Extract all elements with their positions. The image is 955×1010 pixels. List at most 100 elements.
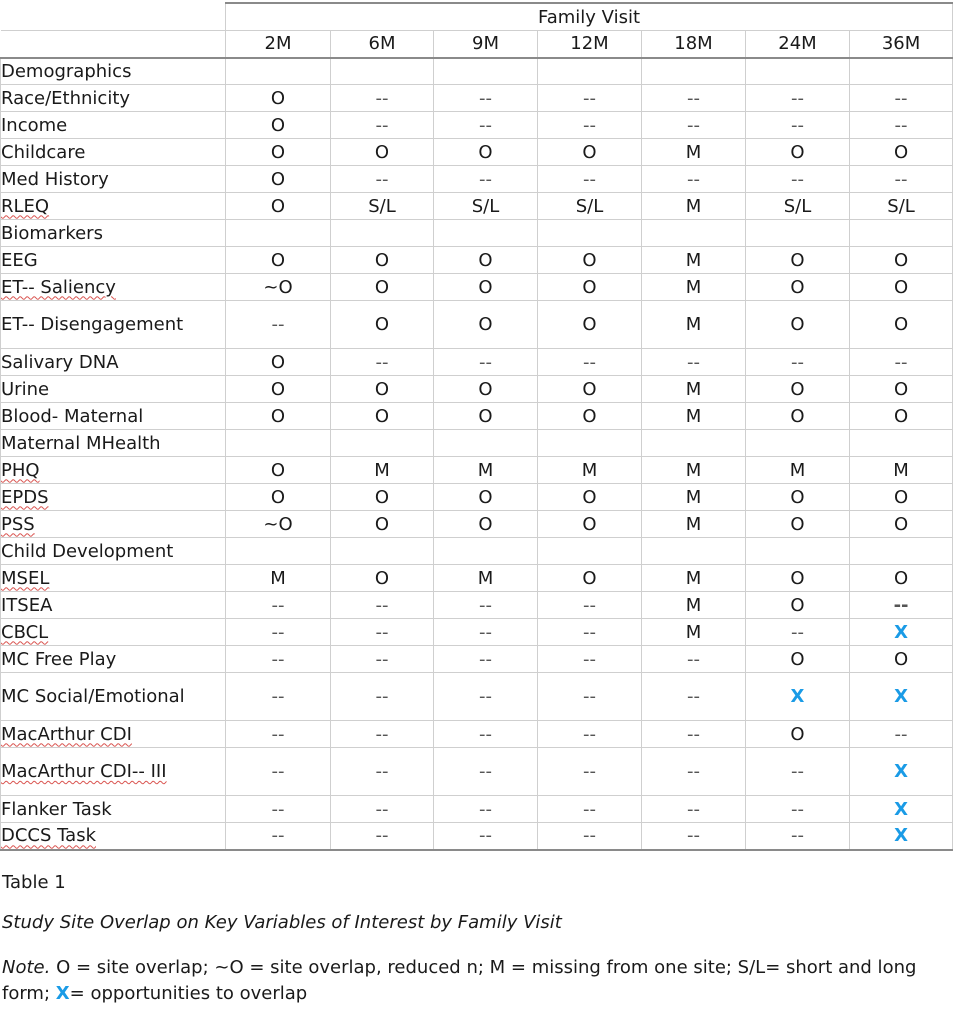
- table-cell: O: [330, 402, 434, 430]
- table-cell: --: [225, 645, 331, 673]
- table-cell: M: [641, 246, 746, 274]
- table-cell: M: [433, 456, 538, 484]
- variable-label: MC Free Play: [0, 645, 226, 673]
- table-cell: O: [225, 348, 331, 376]
- table-cell: O: [848, 138, 954, 166]
- table-cell: --: [433, 822, 538, 851]
- section-row: Maternal MHealth: [0, 429, 954, 457]
- table-cell: M: [641, 192, 746, 220]
- variable-label: ITSEA: [0, 591, 226, 619]
- table-cell: --: [330, 795, 434, 823]
- table-cell: --: [641, 165, 746, 193]
- table-cell: O: [330, 564, 434, 592]
- table-cell: O: [330, 300, 434, 349]
- table-cell: O: [848, 510, 954, 538]
- empty-cell: [745, 219, 850, 247]
- table-cell: --: [537, 720, 642, 748]
- table-cell: --: [537, 645, 642, 673]
- variable-label: Income: [0, 111, 226, 139]
- section-title: Child Development: [0, 537, 226, 565]
- table-cell: O: [330, 246, 434, 274]
- visit-header: 24M: [745, 30, 850, 59]
- table-cell: --: [433, 591, 538, 619]
- table-row: ET-- Saliency ~O O O O M O O: [0, 273, 954, 301]
- table-cell: --: [641, 348, 746, 376]
- table-cell: M: [641, 375, 746, 403]
- table-cell: O: [225, 111, 331, 139]
- empty-cell: [433, 57, 538, 85]
- table-cell: --: [433, 348, 538, 376]
- table-cell: --: [641, 795, 746, 823]
- table-cell: --: [745, 795, 850, 823]
- variable-label-text: ET-- Saliency: [1, 276, 116, 298]
- table-row: Income O -- -- -- -- -- --: [0, 111, 954, 139]
- table-cell: --: [537, 618, 642, 646]
- table-number: Table 1: [2, 872, 66, 893]
- table-cell: O: [848, 402, 954, 430]
- table-cell: --: [745, 618, 850, 646]
- empty-cell: [225, 219, 331, 247]
- table-cell: O: [330, 138, 434, 166]
- table-cell: O: [330, 510, 434, 538]
- empty-cell: [537, 537, 642, 565]
- table-cell: --: [537, 165, 642, 193]
- table-cell: M: [848, 456, 954, 484]
- table-cell: --: [433, 165, 538, 193]
- variable-label-text: MSEL: [1, 567, 50, 589]
- variable-label: ET-- Disengagement: [0, 300, 226, 349]
- table-cell: --: [848, 720, 954, 748]
- empty-cell: [537, 57, 642, 85]
- table-cell: --: [745, 822, 850, 851]
- table-cell: --: [848, 111, 954, 139]
- section-title: Biomarkers: [0, 219, 226, 247]
- table-cell: --: [745, 84, 850, 112]
- table-cell: O: [745, 720, 850, 748]
- empty-cell: [225, 57, 331, 85]
- empty-cell: [537, 219, 642, 247]
- table-cell: O: [745, 300, 850, 349]
- table-row: Flanker Task -- -- -- -- -- -- X: [0, 795, 954, 823]
- empty-cell: [433, 219, 538, 247]
- table-cell: --: [641, 672, 746, 721]
- table-cell: --: [225, 300, 331, 349]
- visit-header: 6M: [330, 30, 434, 59]
- variable-label-text: MacArthur CDI-- III: [1, 761, 167, 782]
- table-cell: O: [848, 273, 954, 301]
- table-cell: O: [537, 273, 642, 301]
- table-cell: O: [433, 138, 538, 166]
- table-cell: O: [433, 375, 538, 403]
- table-row: Salivary DNA O -- -- -- -- -- --: [0, 348, 954, 376]
- table-cell: M: [641, 564, 746, 592]
- table-cell: --: [848, 165, 954, 193]
- corner-cell: [0, 30, 226, 59]
- empty-cell: [330, 219, 434, 247]
- table-note: Note. O = site overlap; ~O = site overla…: [2, 955, 942, 1007]
- visit-header: 36M: [848, 30, 954, 59]
- table-cell: M: [745, 456, 850, 484]
- table-row: ET-- Disengagement -- O O O M O O: [0, 300, 954, 349]
- table-cell: --: [433, 84, 538, 112]
- variable-label: Urine: [0, 375, 226, 403]
- table-cell: O: [537, 510, 642, 538]
- visit-header: 2M: [225, 30, 331, 59]
- variable-label: MacArthur CDI-- III: [0, 747, 226, 796]
- table-cell: O: [330, 375, 434, 403]
- table-cell: --: [433, 795, 538, 823]
- table-cell: --: [537, 672, 642, 721]
- table-cell: M: [641, 618, 746, 646]
- variable-label: RLEQ: [0, 192, 226, 220]
- table-cell: X: [848, 795, 954, 823]
- table-cell: --: [537, 795, 642, 823]
- table-cell: --: [433, 645, 538, 673]
- note-label: Note.: [2, 957, 51, 978]
- variable-label: PHQ: [0, 456, 226, 484]
- table-cell: M: [641, 483, 746, 511]
- empty-cell: [330, 57, 434, 85]
- table-cell: --: [641, 111, 746, 139]
- table-cell: S/L: [848, 192, 954, 220]
- table-cell: M: [641, 510, 746, 538]
- table-cell: M: [641, 591, 746, 619]
- table-row: EPDS O O O O M O O: [0, 483, 954, 511]
- table-cell: O: [537, 564, 642, 592]
- note-text: O = site overlap; ~O = site overlap, red…: [2, 957, 917, 1004]
